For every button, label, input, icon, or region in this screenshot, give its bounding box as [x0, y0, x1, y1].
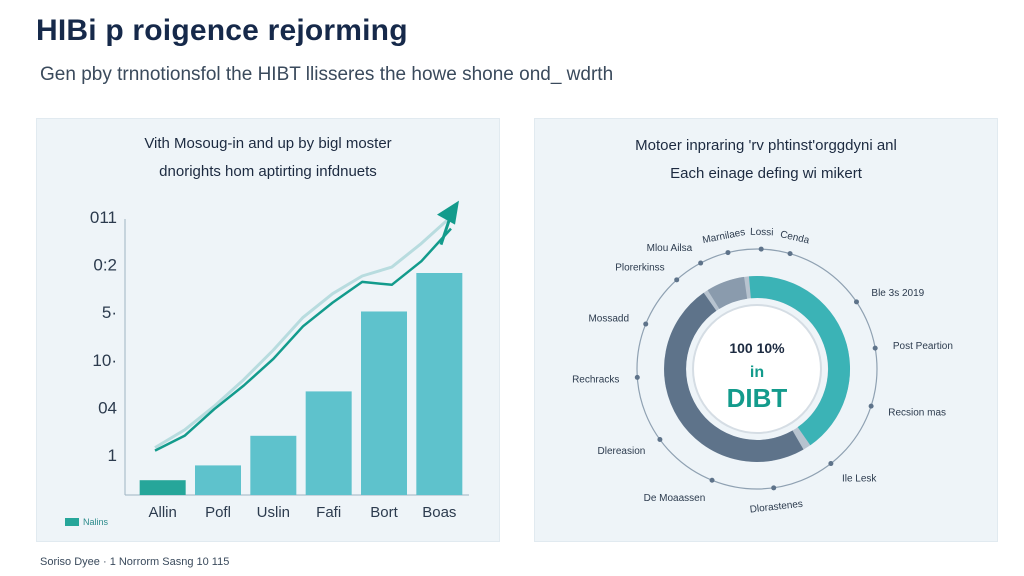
y-tick-label: 1: [108, 446, 117, 465]
radial-tick: [758, 246, 764, 252]
bar-chart-legend: Nalins: [65, 517, 108, 527]
bar-chart-caption-line-2: dnorights hom aptirting infdnuets: [159, 163, 377, 180]
x-tick-label: Bort: [370, 504, 398, 521]
donut-center: [692, 304, 822, 434]
y-tick-label: 5·: [102, 303, 117, 322]
donut-chart-caption-line-2: Each einage defing wi mikert: [670, 165, 862, 182]
radial-tick: [643, 321, 649, 327]
radial-label: Rechracks: [572, 375, 619, 386]
bar: [139, 480, 186, 495]
legend-label: Nalins: [83, 517, 109, 527]
donut-center-label: in: [750, 364, 764, 381]
radial-label: Marnilaes: [702, 227, 747, 246]
radial-label: Dlorastenes: [749, 499, 803, 516]
radial-tick: [787, 251, 793, 257]
radial-tick: [872, 345, 878, 351]
radial-label: Cenda: [779, 229, 811, 246]
radial-label: Mossadd: [588, 313, 629, 324]
bar: [305, 391, 352, 495]
bar-chart-caption-line-1: Vith Mosoug-in and up by bigl moster: [144, 135, 392, 152]
trend-line: [154, 227, 452, 452]
radial-label: Mlou Ailsa: [647, 243, 693, 254]
x-tick-label: Boas: [422, 504, 456, 521]
trend-arrow-icon: [437, 200, 459, 225]
x-tick-label: Fafi: [316, 504, 341, 521]
trend-line-shadow: [154, 215, 453, 449]
radial-tick: [709, 477, 715, 483]
radial-tick: [657, 437, 663, 443]
x-tick-label: Uslin: [257, 504, 290, 521]
donut-segment: [707, 276, 748, 310]
radial-label: Ble 3s 2019: [871, 288, 924, 299]
radial-label: Plorerkinss: [615, 262, 664, 273]
bar: [250, 435, 297, 495]
legend-swatch: [65, 518, 79, 526]
bar: [195, 465, 241, 495]
y-tick-label: 011: [90, 208, 117, 227]
y-tick-label: 04: [98, 398, 117, 417]
donut-segment: [748, 275, 850, 446]
radial-label: Ile Lesk: [842, 474, 877, 485]
y-tick-label: 0:2: [93, 256, 117, 275]
radial-label: Dlereasion: [598, 446, 646, 457]
radial-label: Recsion mas: [888, 408, 946, 419]
y-tick-label: 10·: [92, 351, 117, 370]
donut-center-label: DIBT: [727, 383, 788, 413]
radial-tick: [634, 374, 640, 380]
outer-ring: [636, 248, 878, 490]
donut-segment: [664, 292, 804, 462]
radial-tick: [771, 485, 777, 491]
radial-tick: [725, 250, 731, 256]
footer-note: Soriso Dyee · 1 Norrorm Sasng 10 115: [40, 556, 230, 568]
donut-chart: 100 10% in DIBT Mlou Ailsa Marnilaes Lossi Cen…: [572, 227, 953, 516]
page-subtitle: Gen pby trnnotionsfol the HIBT llisseres…: [40, 64, 614, 85]
x-tick-label: Pofl: [205, 504, 231, 521]
bar-chart-panel: Vith Mosoug-in and up by bigl moster dno…: [36, 118, 500, 542]
radial-label: Lossi: [750, 227, 774, 239]
bar-chart: 1 04 10· 5· 0:2 011 Allin Pofl Uslin Fafi Bort Boas: [90, 200, 469, 521]
donut-chart-caption-line-1: Motoer inpraring 'rv phtinst'orggdyni an…: [635, 137, 897, 154]
radial-tick: [698, 260, 704, 266]
page-title: HIBi p roigence rejorming: [36, 14, 408, 47]
radial-tick: [868, 403, 874, 409]
radial-tick: [853, 299, 859, 305]
radial-label: Post Peartion: [893, 341, 953, 352]
donut-chart-panel: Motoer inpraring 'rv phtinst'orggdyni an…: [534, 118, 998, 542]
x-tick-label: Allin: [148, 504, 176, 521]
bar: [416, 273, 463, 495]
radial-tick: [828, 461, 834, 467]
radial-label: De Moaassen: [644, 493, 706, 504]
donut-center-label: 100 10%: [729, 340, 785, 356]
bar: [361, 311, 407, 495]
radial-tick: [674, 277, 680, 283]
